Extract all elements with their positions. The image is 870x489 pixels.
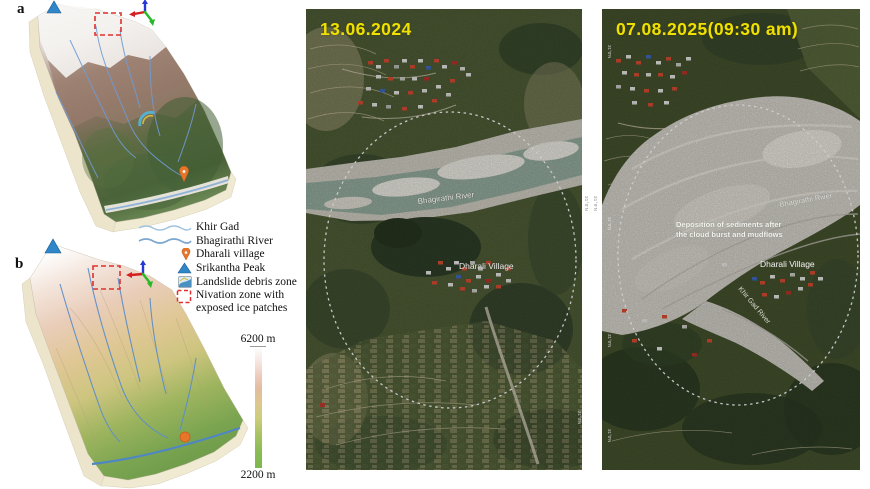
legend-label: Dharali village <box>196 248 265 261</box>
coord-tick: 31°0'N <box>607 45 612 58</box>
village-pin-icon <box>136 248 196 261</box>
panel-b-letter: b <box>15 256 24 272</box>
panel-a-letter: a <box>17 1 25 17</box>
date-label-before: 13.06.2024 <box>320 19 412 39</box>
nivation-zone-box <box>94 12 122 36</box>
legend-label: Bhagirathi River <box>196 234 273 247</box>
deposition-label-line1: Deposition of sediments after <box>676 220 782 229</box>
coord-ticks: 31°0'N 31°0'N 31°0'N 31°0'N <box>607 45 612 442</box>
village-label-after: Dharali Village <box>760 259 815 269</box>
stream-network <box>55 25 197 179</box>
legend-label: Khir Gad <box>196 221 240 233</box>
scalebar-gradient <box>254 348 262 468</box>
forest-patch <box>82 128 134 188</box>
stream-network <box>59 267 197 443</box>
legend-item-dharali-village: Dharali village <box>136 248 300 261</box>
peak-triangle-icon <box>136 262 196 274</box>
satellite-image-after: Bhagirathi River Deposition of sediments… <box>602 9 860 470</box>
bhagirathi-line-icon <box>136 236 196 245</box>
dharali-pin-icon <box>179 165 189 183</box>
coord-tick: 31°0'N <box>607 334 612 347</box>
terrain-model-elevation <box>21 238 249 489</box>
srikantha-peak-icon <box>44 238 62 254</box>
village-label-before: Dharali Village <box>459 261 514 271</box>
legend-item-nivation-zone: Nivation zone with exposed ice patches <box>136 289 300 314</box>
satellite-image-before: Bhagirathi River Dharali Village 31°0'N <box>306 9 582 470</box>
coord-tick: 31°0'N <box>584 196 589 212</box>
legend-label: Srikantha Peak <box>196 262 266 274</box>
legend-label: Landslide debris zone <box>196 275 297 288</box>
coord-tick: 31°0'N <box>577 411 582 424</box>
scalebar-max-label: 6200 m <box>240 333 276 345</box>
axis-gizmo-icon <box>129 0 155 26</box>
legend-item-khir-gad: Khir Gad <box>136 221 300 234</box>
srikantha-peak-icon <box>46 0 62 14</box>
khir-gad-line-icon <box>136 223 196 232</box>
coord-tick: 31°0'N <box>593 196 598 212</box>
legend-item-bhagirathi-river: Bhagirathi River <box>136 235 300 248</box>
coord-tick: 31°0'N <box>607 429 612 442</box>
scalebar-min-label: 2200 m <box>240 469 276 481</box>
legend-label: Nivation zone with exposed ice patches <box>196 289 288 314</box>
coord-tick: 31°0'N <box>607 217 612 230</box>
noise-overlay <box>602 9 860 470</box>
bhagirathi-river-line <box>91 426 241 466</box>
satellite-panel-after: 07.08.2025(09:30 am) <box>602 9 860 470</box>
snow-zone <box>38 4 166 78</box>
dharali-dot <box>179 431 191 443</box>
date-label-after: 07.08.2025(09:30 am) <box>616 19 799 39</box>
elevation-scalebar: 6200 m 2200 m <box>224 333 292 481</box>
bhagirathi-river-line <box>105 179 229 211</box>
scalebar-tick <box>250 346 266 347</box>
ridge-shading <box>55 289 209 443</box>
deposition-label-line2: the cloud burst and mudflows <box>676 230 783 239</box>
map-legend: Khir Gad Bhagirathi River Dharali villag… <box>136 221 300 315</box>
rock-zone <box>48 47 198 128</box>
landslide-debris-icon <box>138 111 155 127</box>
noise-overlay <box>306 9 582 470</box>
nivation-zone-box <box>92 265 121 290</box>
terrain-model-satellite <box>28 0 237 233</box>
legend-item-srikantha-peak: Srikantha Peak <box>136 262 300 275</box>
landslide-photo-icon <box>136 275 196 288</box>
axis-gizmo-icon <box>126 260 153 288</box>
legend-item-landslide-zone: Landslide debris zone <box>136 276 300 289</box>
terrain-b-surface <box>29 243 244 481</box>
satellite-panel-before: 13.06.2024 <box>306 9 582 470</box>
nivation-box-icon <box>136 289 196 304</box>
